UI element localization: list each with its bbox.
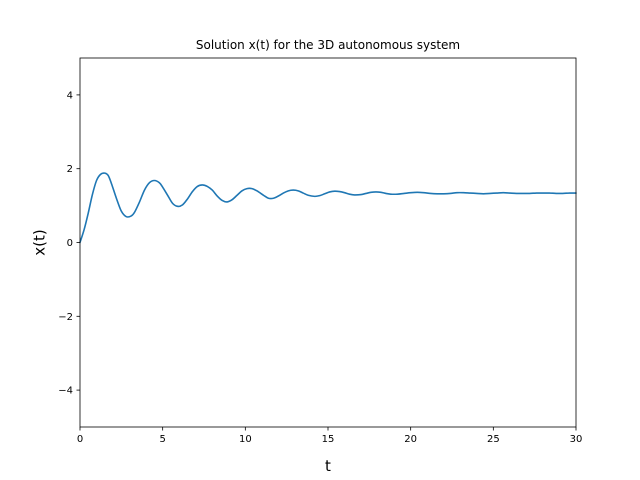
y-tick-label: −4: [58, 386, 73, 397]
y-axis-label: x(t): [31, 229, 49, 255]
x-axis-ticks: 0 5 10 15 20 25 30: [77, 427, 583, 445]
series-layer: [79, 172, 577, 244]
y-tick-label: 2: [67, 164, 73, 175]
series-line-0: [79, 172, 577, 244]
y-tick-label: −2: [58, 312, 73, 323]
x-tick-label: 0: [77, 434, 83, 445]
x-tick-label: 5: [159, 434, 165, 445]
y-axis-ticks: −4 −2 0 2 4: [58, 90, 80, 397]
y-tick-label: 0: [67, 238, 73, 249]
x-axis-label: t: [325, 457, 331, 475]
axes-frame: [79, 57, 577, 428]
x-tick-label: 25: [487, 434, 500, 445]
x-tick-label: 20: [404, 434, 417, 445]
y-tick-label: 4: [67, 90, 73, 101]
x-tick-label: 10: [239, 434, 252, 445]
chart-title: Solution x(t) for the 3D autonomous syst…: [196, 38, 460, 52]
x-tick-label: 30: [570, 434, 583, 445]
x-tick-label: 15: [322, 434, 335, 445]
